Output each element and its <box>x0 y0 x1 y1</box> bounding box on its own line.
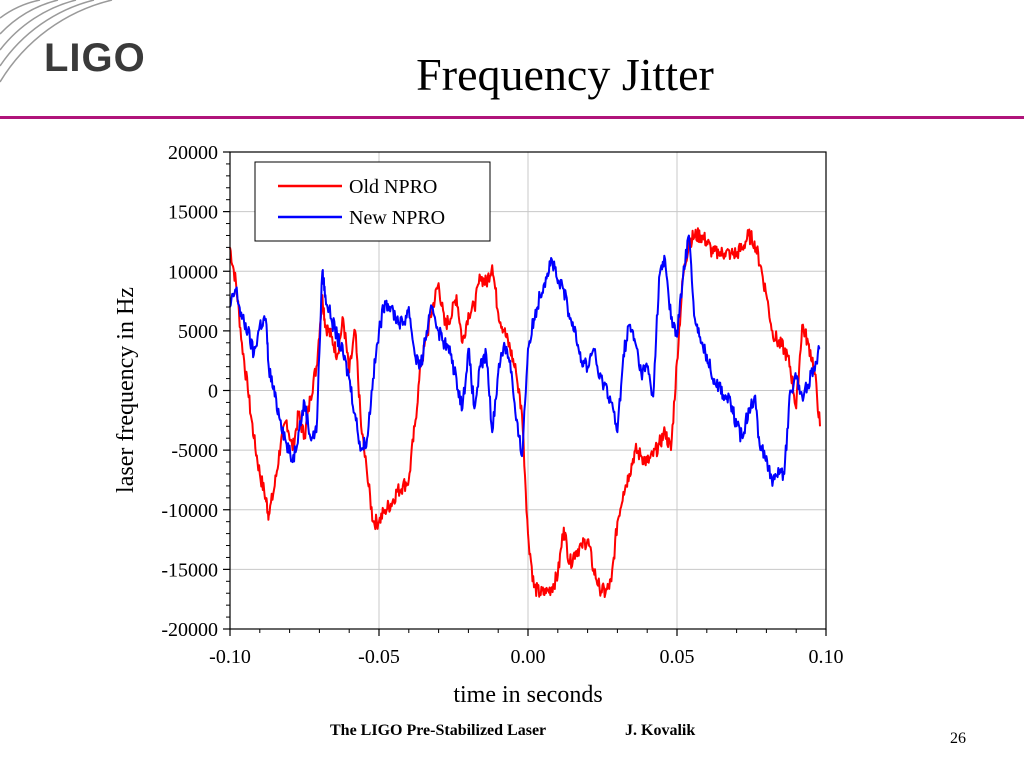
y-tick-label: 15000 <box>168 202 218 224</box>
series-line-new-npro <box>229 234 821 487</box>
x-axis-label: time in seconds <box>453 682 602 708</box>
y-tick-label: 10000 <box>168 261 218 283</box>
x-tick-label: -0.05 <box>358 646 400 668</box>
x-tick-label: -0.10 <box>209 646 251 668</box>
x-tick-label: 0.10 <box>809 646 844 668</box>
series-group <box>229 227 821 598</box>
frequency-jitter-chart: -20000 -15000 -10000 -5000 0 5000 10000 15000 20… <box>113 142 844 708</box>
slide-title: Frequency Jitter <box>416 49 714 100</box>
x-tick-label: 0.05 <box>660 646 695 668</box>
y-tick-label: 0 <box>208 381 218 403</box>
y-tick-label: -20000 <box>161 619 218 641</box>
title-divider <box>0 116 1024 119</box>
footer-author: J. Kovalik <box>625 722 696 739</box>
x-tick-labels: -0.10 -0.05 0.00 0.05 0.10 <box>209 646 843 668</box>
ligo-logo: LIGO <box>0 0 170 110</box>
y-tick-label: -5000 <box>171 440 218 462</box>
axis-ticks <box>223 151 827 636</box>
footer-title: The LIGO Pre-Stabilized Laser <box>330 722 547 739</box>
y-axis-label: laser frequency in Hz <box>113 287 139 493</box>
series-line-old-npro <box>229 227 821 598</box>
x-tick-label: 0.00 <box>511 646 546 668</box>
logo-arcs-icon <box>0 0 113 83</box>
y-tick-label: -10000 <box>161 500 218 522</box>
legend-label-new-npro: New NPRO <box>349 207 445 229</box>
y-tick-labels: -20000 -15000 -10000 -5000 0 5000 10000 15000 20… <box>161 142 218 641</box>
logo-text: LIGO <box>44 36 146 80</box>
y-tick-label: 5000 <box>178 321 218 343</box>
legend-label-old-npro: Old NPRO <box>349 176 437 198</box>
y-tick-label: 20000 <box>168 142 218 164</box>
legend: Old NPRO New NPRO <box>254 161 491 242</box>
legend-box <box>254 161 491 242</box>
page-number: 26 <box>950 730 966 747</box>
y-tick-label: -15000 <box>161 559 218 581</box>
